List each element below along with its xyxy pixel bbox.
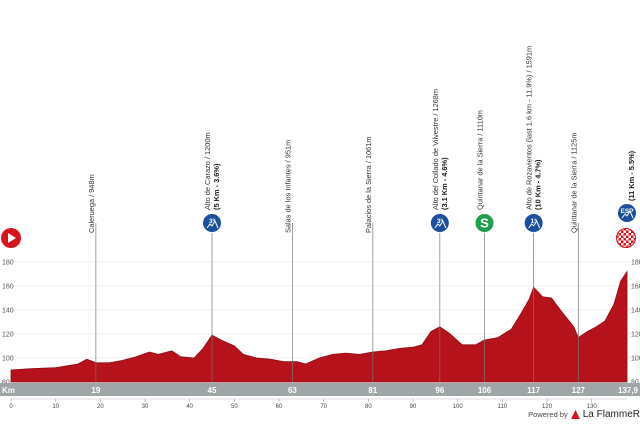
x-tick-label: 50 bbox=[231, 404, 238, 410]
waypoint-markers: Caleruega / 948m 3ª Alto de Carazo / 1200m… bbox=[1, 46, 637, 382]
badge-text: ESP bbox=[620, 208, 634, 215]
y-tick-right: 180 bbox=[631, 260, 640, 267]
waypoint-label: Caleruega / 948m bbox=[87, 174, 96, 233]
waypoint-label: Alto de Carazo / 1200m bbox=[203, 132, 212, 210]
km-bar-label: 106 bbox=[478, 386, 492, 395]
x-tick-label: 90 bbox=[410, 404, 417, 410]
km-bar-label: 63 bbox=[288, 386, 297, 395]
powered-by-text: Powered by bbox=[528, 410, 568, 419]
x-tick-label: 110 bbox=[498, 404, 508, 410]
km-bar-label: 117 bbox=[527, 386, 540, 395]
y-tick-right: 160 bbox=[631, 284, 640, 291]
y-tick-left: 160 bbox=[2, 284, 14, 291]
badge-text: S bbox=[480, 216, 489, 231]
y-tick-right: 100 bbox=[631, 356, 640, 363]
mountain-icon bbox=[434, 219, 447, 229]
waypoint-climb: (5 Km - 3.6%) bbox=[212, 163, 221, 210]
waypoint-label: Quintanar de la Sierra / 1110m bbox=[476, 110, 485, 210]
waypoint-climb: (3.1 Km - 4.6%) bbox=[440, 157, 449, 210]
x-tick-label: 120 bbox=[542, 404, 553, 410]
waypoint-label: Salas de los Infantes / 951m bbox=[283, 140, 292, 233]
km-bar-bg bbox=[0, 383, 640, 396]
x-tick-label: 0 bbox=[9, 404, 13, 410]
x-tick-label: 40 bbox=[186, 404, 193, 410]
y-tick-left: 100 bbox=[2, 356, 14, 363]
km-bar-label: 81 bbox=[368, 386, 377, 395]
flame-logo-icon bbox=[570, 410, 580, 419]
y-tick-left: 140 bbox=[2, 308, 14, 315]
waypoint-label: Alto del Collado de Vilvestre / 1268m bbox=[431, 89, 440, 210]
y-tick-right: 140 bbox=[631, 308, 640, 315]
badge-text: 1ª bbox=[531, 218, 538, 225]
footer: Powered by La FlammeR bbox=[528, 409, 640, 420]
profile-area bbox=[10, 270, 628, 383]
waypoint-climb: (11 Km - 5.5%) bbox=[627, 150, 636, 201]
mountain-icon bbox=[206, 219, 219, 229]
x-axis-ticks: 0 10 20 30 40 50 60 70 80 90 100 110 120 130 bbox=[9, 398, 627, 410]
km-bar-label: 137,9 bbox=[618, 386, 639, 395]
x-tick-label: 130 bbox=[587, 404, 598, 410]
badge-text: 3ª bbox=[437, 218, 444, 225]
badge-sprint bbox=[474, 213, 495, 233]
km-bar: Km 19 45 63 81 96 106 117 127 137,9 bbox=[0, 383, 640, 396]
x-tick-label: 20 bbox=[97, 404, 104, 410]
mountain-icon bbox=[621, 209, 634, 219]
y-tick-right: 120 bbox=[631, 332, 640, 339]
x-tick-label: 70 bbox=[320, 404, 327, 410]
waypoint-label: Alto de Rozavientos (last 1.6 km - 11.9%… bbox=[525, 46, 534, 210]
y-tick-left: 120 bbox=[2, 332, 14, 339]
x-tick-label: 100 bbox=[453, 404, 464, 410]
x-tick-label: 60 bbox=[276, 404, 283, 410]
x-tick-label: 80 bbox=[365, 404, 372, 410]
x-tick-label: 10 bbox=[52, 404, 59, 410]
mountain-icon bbox=[528, 219, 541, 229]
km-bar-label: Km bbox=[2, 386, 15, 395]
profile-fill bbox=[10, 270, 628, 383]
x-tick-label: 30 bbox=[142, 404, 149, 410]
km-bar-label: 19 bbox=[91, 386, 100, 395]
waypoint-climb: (10 Km - 4.7%) bbox=[534, 159, 543, 210]
y-tick-left: 180 bbox=[2, 260, 14, 267]
brand-name[interactable]: La FlammeR bbox=[582, 409, 640, 420]
waypoint-label: Quintanar de la Sierra / 1125m bbox=[569, 132, 578, 233]
badge-text: 3ª bbox=[209, 218, 216, 225]
waypoint-label: Palacios de la Sierra / 1061m bbox=[364, 136, 373, 233]
play-triangle bbox=[8, 233, 16, 243]
km-bar-label: 45 bbox=[208, 386, 217, 395]
km-bar-label: 96 bbox=[435, 386, 444, 395]
km-bar-label: 127 bbox=[572, 386, 586, 395]
